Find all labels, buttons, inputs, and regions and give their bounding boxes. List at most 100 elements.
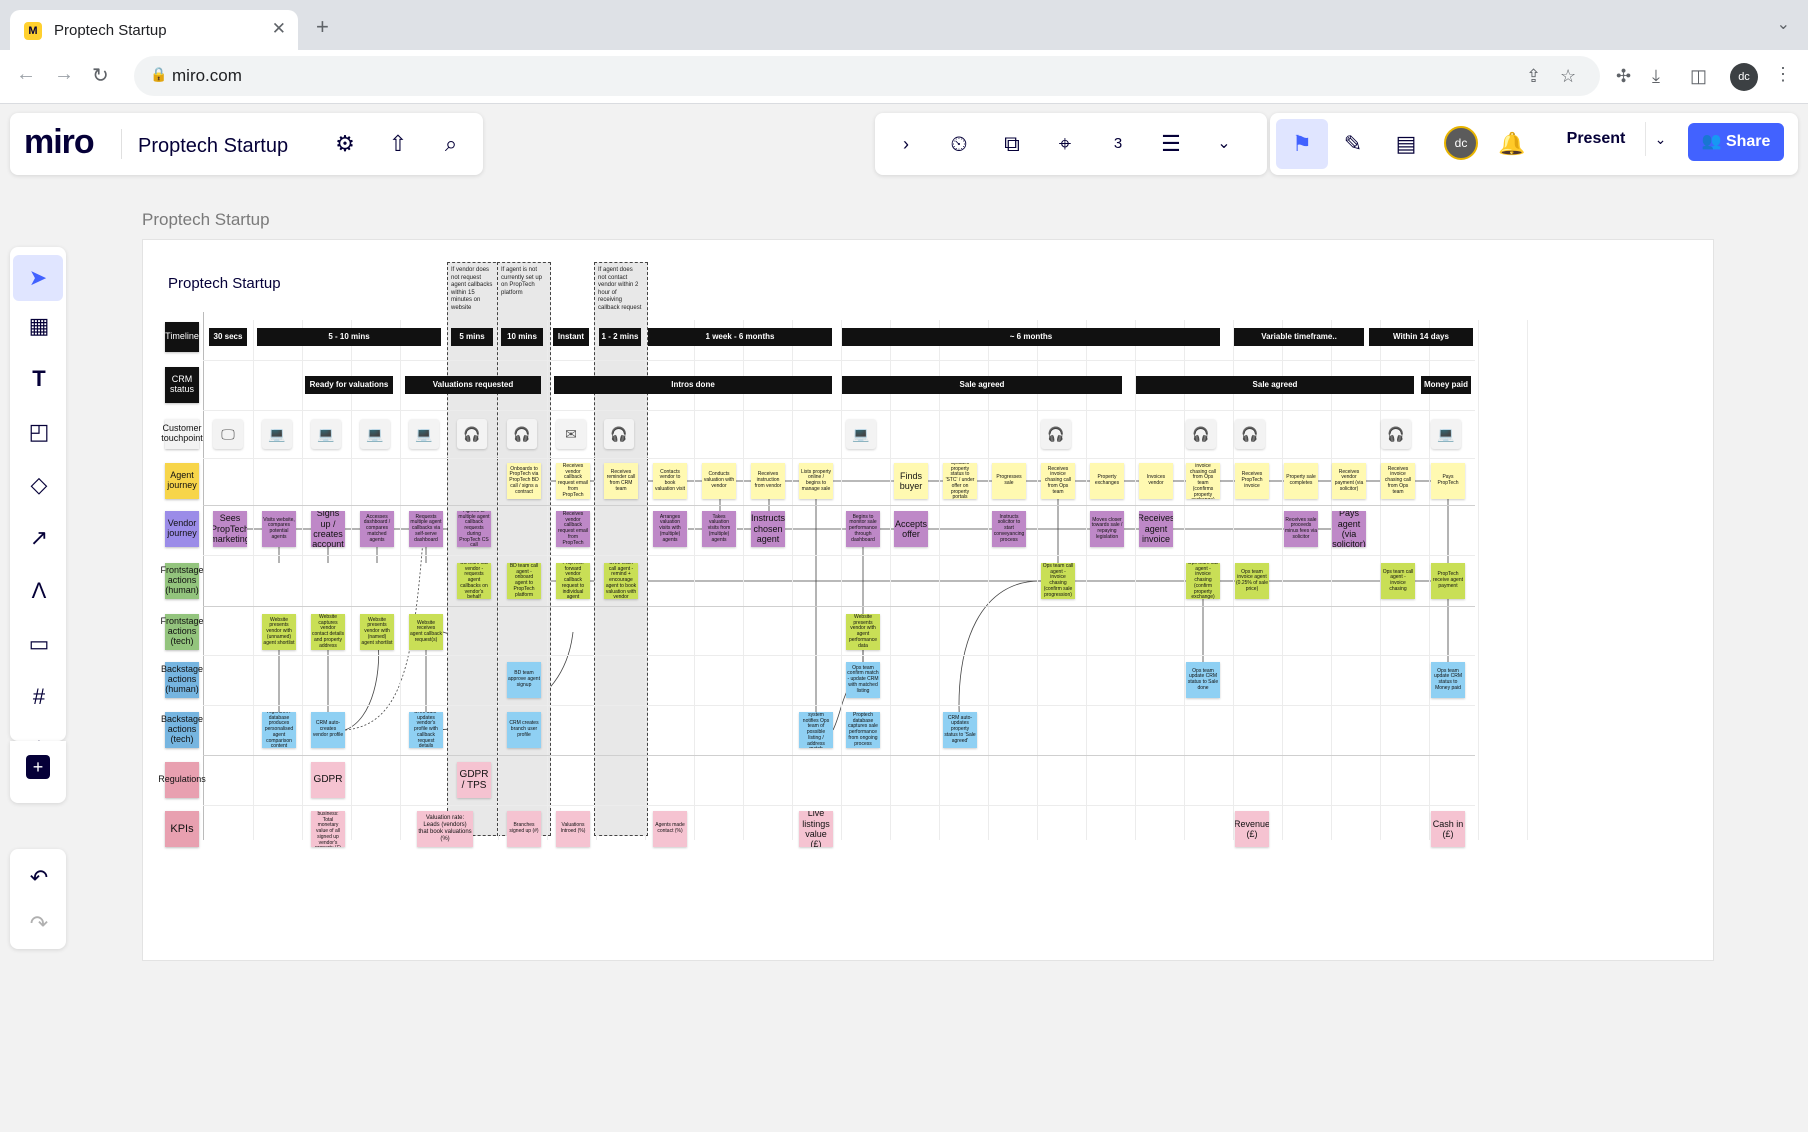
- frontstage-tech-sticky[interactable]: Website receives agent callback request(…: [409, 614, 443, 650]
- cursor-flag-icon[interactable]: ⚑: [1276, 119, 1328, 169]
- agent-sticky[interactable]: Receives invoice chasing call from Ops t…: [1186, 463, 1220, 499]
- backstage-human-sticky[interactable]: Ops team update CRM status to Money paid: [1431, 662, 1465, 698]
- agent-sticky[interactable]: Receives PropTech invoice: [1235, 463, 1269, 499]
- frontstage-human-sticky[interactable]: Ops team call agent - invoice chasing (c…: [1041, 563, 1075, 599]
- miro-logo[interactable]: miro: [24, 123, 95, 161]
- present-button[interactable]: Present: [1566, 130, 1626, 147]
- tab-close-icon[interactable]: ✕: [271, 19, 286, 38]
- sticky-note-icon[interactable]: ◰: [28, 419, 50, 444]
- conditional-zone[interactable]: [497, 262, 551, 836]
- undo-icon[interactable]: ↶: [29, 865, 49, 890]
- card-counter-icon[interactable]: 3: [1113, 135, 1123, 152]
- gear-icon[interactable]: ⚙: [335, 131, 355, 156]
- text-tool-icon[interactable]: T: [32, 366, 46, 391]
- vendor-sticky[interactable]: Requests multiple agent callbacks via se…: [409, 511, 443, 547]
- video-frame-icon[interactable]: ⧉: [1004, 131, 1020, 156]
- user-avatar[interactable]: dc: [1444, 126, 1478, 160]
- backstage-human-sticky[interactable]: Ops team confirm match - update CRM with…: [846, 662, 880, 698]
- pen-icon[interactable]: Λ: [31, 578, 47, 603]
- agent-sticky[interactable]: Onboards to PropTech via PropTech BD cal…: [507, 463, 541, 499]
- connection-line-icon[interactable]: ↗: [29, 525, 49, 550]
- frontstage-human-sticky[interactable]: Ops team call agent - invoice chasing (c…: [1186, 563, 1220, 599]
- frontstage-tech-sticky[interactable]: Website captures vendor contact details …: [311, 614, 345, 650]
- templates-icon[interactable]: ▦: [28, 313, 50, 338]
- vendor-sticky[interactable]: Sees PropTech marketing: [213, 511, 247, 547]
- agent-sticky[interactable]: Property sale completes: [1284, 463, 1318, 499]
- agent-sticky[interactable]: Receives invoice chasing call from Ops t…: [1381, 463, 1415, 499]
- browser-tab[interactable]: M Proptech Startup ✕: [10, 10, 298, 50]
- reactions-icon[interactable]: ✎: [1343, 131, 1363, 156]
- agent-sticky[interactable]: Receives reminder call from CRM team: [604, 463, 638, 499]
- agent-sticky[interactable]: Receives invoice chasing call from Ops t…: [1041, 463, 1075, 499]
- agent-sticky[interactable]: Contacts vendor to book valuation visit: [653, 463, 687, 499]
- frontstage-tech-sticky[interactable]: Website presents vendor with agent perfo…: [846, 614, 880, 650]
- kpi-sticky[interactable]: Cash in (£): [1431, 811, 1465, 847]
- frontstage-tech-sticky[interactable]: Website presents vendor with (unnamed) a…: [262, 614, 296, 650]
- vendor-sticky[interactable]: Signs up / creates account: [311, 511, 345, 547]
- conditional-zone[interactable]: [594, 262, 648, 836]
- new-tab-icon[interactable]: +: [316, 14, 329, 39]
- side-panel-icon[interactable]: ◫: [1690, 66, 1708, 86]
- frontstage-tech-sticky[interactable]: Website presents vendor with (named) age…: [360, 614, 394, 650]
- vendor-sticky[interactable]: Pays agent (via solicitor): [1332, 511, 1366, 547]
- chevron-double-down-icon[interactable]: ⌄: [1217, 135, 1231, 152]
- agent-sticky[interactable]: Receives vendor callback request email f…: [556, 463, 590, 499]
- frontstage-human-sticky[interactable]: CRM team call agent - remind + encourage…: [604, 563, 638, 599]
- backstage-tech-sticky[interactable]: CRM creates branch user profile: [507, 712, 541, 748]
- regulation-sticky[interactable]: GDPR: [311, 762, 345, 798]
- kpi-sticky[interactable]: Revenue (£): [1235, 811, 1269, 847]
- vendor-sticky[interactable]: Takes valuation visits from (multiple) a…: [702, 511, 736, 547]
- frontstage-human-sticky[interactable]: CS team call vendor - requests agent cal…: [457, 563, 491, 599]
- agent-sticky[interactable]: Receives vendor payment (via solicitor): [1332, 463, 1366, 499]
- kpi-sticky[interactable]: Branches signed up (#): [507, 811, 541, 847]
- forward-arrow-icon[interactable]: →: [54, 63, 74, 85]
- frontstage-human-sticky[interactable]: BD team call agent - onboard agent to Pr…: [507, 563, 541, 599]
- vendor-sticky[interactable]: Begins to monitor sale performance throu…: [846, 511, 880, 547]
- agent-sticky[interactable]: Progresses sale: [992, 463, 1026, 499]
- comments-icon[interactable]: ▤: [1395, 131, 1417, 156]
- tab-search-chevron-icon[interactable]: ⌄: [1776, 16, 1790, 33]
- bookmark-star-icon[interactable]: ☆: [1560, 66, 1577, 86]
- agent-sticky[interactable]: Updates property status to 'STC' / under…: [943, 463, 977, 499]
- export-upload-icon[interactable]: ⇧: [388, 131, 408, 156]
- back-arrow-icon[interactable]: ←: [16, 63, 36, 85]
- vendor-sticky[interactable]: Receives sale proceeds minus fees via so…: [1284, 511, 1318, 547]
- frame-label[interactable]: Proptech Startup: [142, 210, 270, 229]
- backstage-tech-sticky[interactable]: CRM auto-creates vendor profile: [311, 712, 345, 748]
- download-icon[interactable]: ⤓: [1652, 66, 1660, 86]
- extensions-puzzle-icon[interactable]: ✣: [1616, 66, 1632, 86]
- kpi-sticky[interactable]: Agents made contact (%): [653, 811, 687, 847]
- regulation-sticky[interactable]: GDPR / TPS: [457, 762, 491, 798]
- agent-sticky[interactable]: Property exchanges: [1090, 463, 1124, 499]
- vendor-sticky[interactable]: Accesses dashboard / compares matched ag…: [360, 511, 394, 547]
- present-chevron-down-icon[interactable]: ⌄: [1645, 122, 1675, 156]
- share-page-icon[interactable]: ⇪: [1526, 66, 1542, 86]
- chevron-right-icon[interactable]: ›: [903, 134, 909, 154]
- browser-profile-avatar[interactable]: dc: [1730, 63, 1758, 91]
- agent-sticky[interactable]: Receives instruction from vendor: [751, 463, 785, 499]
- bell-icon[interactable]: 🔔: [1498, 131, 1526, 156]
- backstage-tech-sticky[interactable]: Algorithm / database produces personalis…: [262, 712, 296, 748]
- vendor-sticky[interactable]: Accepts offer: [894, 511, 928, 547]
- kpi-sticky[interactable]: Live listings value (£): [799, 811, 833, 847]
- backstage-human-sticky[interactable]: Ops team update CRM status to Sale done: [1186, 662, 1220, 698]
- vendor-sticky[interactable]: Instructs chosen agent: [751, 511, 785, 547]
- vendor-sticky[interactable]: Agrees to multiple agent callback reques…: [457, 511, 491, 547]
- vendor-sticky[interactable]: Moves closer towards sale / repaying leg…: [1090, 511, 1124, 547]
- conditional-zone[interactable]: [447, 262, 501, 836]
- vendor-sticky[interactable]: Visits website, compares potential agent…: [262, 511, 296, 547]
- backstage-tech-sticky[interactable]: CRM auto-updates vendor's profile with c…: [409, 712, 443, 748]
- notes-icon[interactable]: ☰: [1161, 131, 1181, 156]
- agent-sticky[interactable]: Conducts valuation with vendor: [702, 463, 736, 499]
- backstage-tech-sticky[interactable]: Match-making system notifies Ops team of…: [799, 712, 833, 748]
- frontstage-human-sticky[interactable]: Ops team invoice agent (0.25% of sale pr…: [1235, 563, 1269, 599]
- comment-icon[interactable]: ▭: [28, 631, 50, 656]
- focus-icon[interactable]: ⌖: [1058, 131, 1072, 156]
- add-apps-icon[interactable]: +: [26, 755, 50, 779]
- frontstage-human-sticky[interactable]: PropTech forward vendor callback request…: [556, 563, 590, 599]
- timer-icon[interactable]: ⏲: [950, 131, 968, 156]
- agent-sticky[interactable]: Finds buyer: [894, 463, 928, 499]
- address-bar[interactable]: 🔒 miro.com ⇪ ☆: [134, 56, 1600, 96]
- agent-sticky[interactable]: Lists property online / begins to manage…: [799, 463, 833, 499]
- share-button[interactable]: 👥 Share: [1688, 123, 1784, 161]
